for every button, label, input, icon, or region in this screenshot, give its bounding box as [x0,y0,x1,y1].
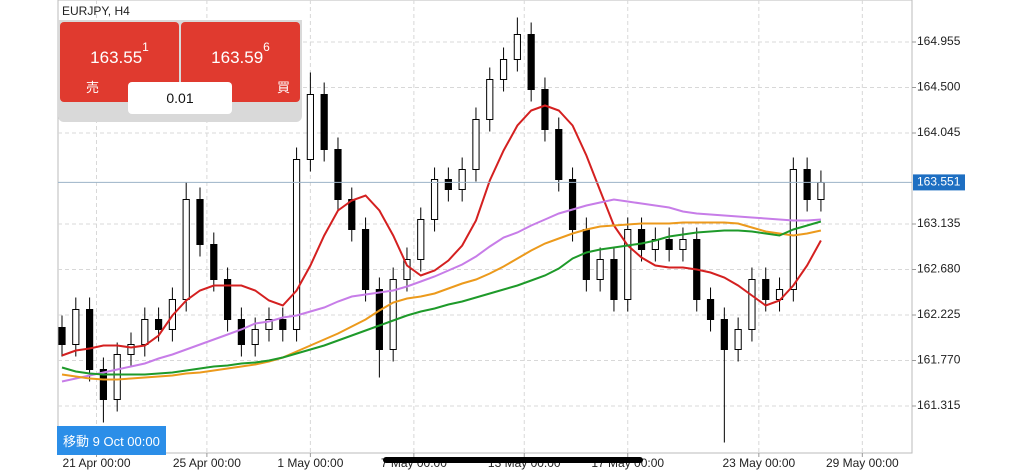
candle-body [334,149,342,200]
candle-body [610,259,618,300]
candle-body [141,319,149,345]
candle-body [223,279,232,320]
buy-price: 163.596 [181,40,300,68]
sell-price: 163.551 [60,40,179,68]
x-tick-label: 1 May 00:00 [277,456,343,470]
candle-body [486,79,494,120]
sell-price-main: 163.55 [90,48,143,67]
y-tick-label: 163.135 [917,216,961,230]
buy-price-main: 163.59 [211,48,264,67]
candle-body [210,244,218,280]
candle-body [555,129,563,180]
y-tick-label: 164.500 [917,80,961,94]
plot [58,17,912,443]
candle-body [513,34,521,60]
moving-average [61,104,822,357]
x-tick-label: 23 May 00:00 [722,456,795,470]
candle-body [375,289,383,350]
candle-body [237,319,245,345]
sell-price-sup: 1 [142,40,149,54]
candle-body [472,119,480,170]
candle-body [85,309,94,370]
candle-body [292,159,301,330]
candle-body [720,319,728,350]
candle-body [624,229,632,300]
candle-body [637,229,646,250]
y-tick-label: 161.770 [917,353,961,367]
moving-average [61,220,822,376]
candle-body [361,229,370,290]
candle-body [817,182,825,200]
candle-body [679,239,687,250]
buy-label: 買 [276,80,290,95]
lot-input[interactable]: 0.01 [128,82,232,114]
moving-average [61,198,821,383]
candle-body [734,329,742,350]
candle-body [762,279,770,300]
candle-body [389,279,397,350]
candle-body [748,279,756,330]
candle-body [596,259,604,280]
candle-body [458,169,466,190]
candle-body [444,179,452,190]
candle-body [196,199,204,245]
candle-body [430,179,439,220]
candle-body [154,319,163,330]
candle-body [251,329,259,345]
candle-body [527,34,535,90]
y-tick-label: 162.680 [917,262,961,276]
candle-body [58,327,66,345]
candle-body [72,309,80,345]
sell-label: 売 [86,80,100,95]
moving-average [61,221,822,381]
x-tick-label: 25 Apr 00:00 [173,456,241,470]
candle-body [417,219,425,260]
y-tick-label: 162.225 [917,307,961,321]
buy-price-sup: 6 [263,40,270,54]
candle-body [803,169,811,200]
candle-body [99,369,108,400]
candle-body [113,354,121,400]
candle-body [403,259,411,280]
candle-body [665,239,673,250]
x-tick-label: 21 Apr 00:00 [62,456,130,470]
current-price-box [913,174,965,191]
candle-body [499,59,508,80]
candle-body [279,319,287,330]
current-price-label: 163.551 [917,175,961,189]
x-tick-label: 29 May 00:00 [826,456,899,470]
trade-panel: 163.551 売 163.596 買 0.01 [58,20,302,122]
scrollbar[interactable] [383,457,643,463]
y-tick-label: 164.045 [917,125,961,139]
candle-body [541,89,549,130]
candle-body [348,199,356,230]
candle-body [306,94,314,160]
candle-body [182,199,190,300]
candle-body [265,319,273,330]
candle-body [706,299,715,320]
symbol-label: EURJPY, H4 [62,4,130,18]
candle-body [127,344,135,355]
candle-body [568,179,577,230]
y-tick-label: 161.315 [917,398,961,412]
scroll-badge[interactable]: 移動 9 Oct 00:00 [57,426,166,455]
y-tick-label: 164.955 [917,34,961,48]
candle-body [320,94,328,150]
